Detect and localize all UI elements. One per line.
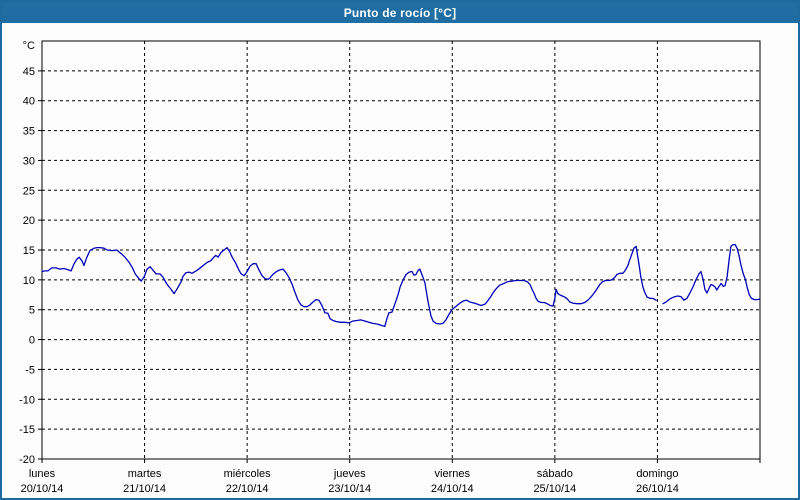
day-date-label: 23/10/14 bbox=[328, 483, 371, 495]
y-tick-label: -15 bbox=[19, 424, 35, 436]
day-date-label: 21/10/14 bbox=[123, 483, 166, 495]
day-name-label: domingo bbox=[636, 468, 678, 480]
y-tick-label: 0 bbox=[29, 335, 35, 347]
dew-point-series-line bbox=[41, 245, 657, 328]
y-tick-label: 25 bbox=[23, 185, 35, 197]
y-axis-unit-label: °C bbox=[23, 40, 35, 52]
chart-title: Punto de rocío [°C] bbox=[343, 5, 457, 20]
plot-border bbox=[41, 40, 761, 460]
y-tick-label: 45 bbox=[23, 66, 35, 78]
y-tick-label: 15 bbox=[23, 245, 35, 257]
day-date-label: 26/10/14 bbox=[636, 483, 679, 495]
day-name-label: jueves bbox=[333, 468, 366, 480]
y-tick-label: 35 bbox=[23, 126, 35, 138]
day-name-label: viernes bbox=[435, 468, 471, 480]
y-tick-label: 40 bbox=[23, 96, 35, 108]
day-name-label: miércoles bbox=[224, 468, 272, 480]
y-tick-label: 5 bbox=[29, 305, 35, 317]
day-name-label: sábado bbox=[537, 468, 573, 480]
y-tick-label: 20 bbox=[23, 215, 35, 227]
day-date-label: 20/10/14 bbox=[21, 483, 64, 495]
day-date-label: 24/10/14 bbox=[431, 483, 474, 495]
day-name-label: lunes bbox=[29, 468, 56, 480]
y-tick-label: 10 bbox=[23, 275, 35, 287]
dew-point-line-chart: 45 40 35 30 25 20 15 10 5 0 -5 -10 -15 -20 °C lunes 20/1… bbox=[19, 40, 761, 495]
y-tick-label: 30 bbox=[23, 155, 35, 167]
y-tick-label: -5 bbox=[25, 364, 35, 376]
day-date-label: 22/10/14 bbox=[226, 483, 269, 495]
window-titlebar: Punto de rocío [°C] bbox=[2, 2, 798, 23]
chart-area: 45 40 35 30 25 20 15 10 5 0 -5 -10 -15 -20 °C lunes 20/1… bbox=[2, 23, 798, 498]
y-tick-label: -10 bbox=[19, 394, 35, 406]
y-tick-label: -20 bbox=[19, 454, 35, 466]
day-name-label: martes bbox=[128, 468, 162, 480]
day-date-label: 25/10/14 bbox=[533, 483, 576, 495]
dew-point-series-line bbox=[662, 243, 761, 305]
